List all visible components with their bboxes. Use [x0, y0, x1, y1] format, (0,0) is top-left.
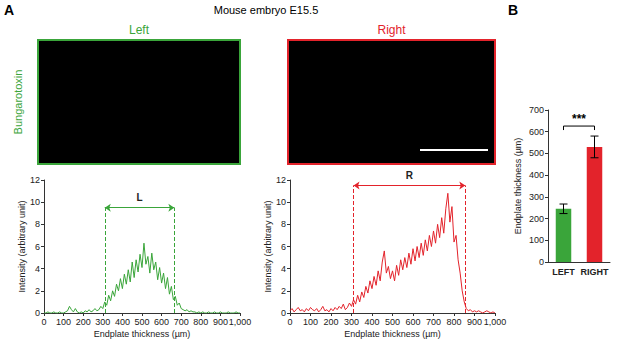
- svg-text:600: 600: [154, 317, 169, 327]
- svg-text:0: 0: [35, 308, 40, 318]
- svg-text:500: 500: [134, 317, 149, 327]
- svg-text:1,000: 1,000: [484, 317, 507, 327]
- svg-text:200: 200: [76, 317, 91, 327]
- svg-text:300: 300: [344, 317, 359, 327]
- svg-text:0: 0: [281, 308, 286, 318]
- svg-text:400: 400: [364, 317, 379, 327]
- svg-text:4: 4: [35, 264, 40, 274]
- svg-text:12: 12: [276, 175, 286, 185]
- svg-text:Intensity (arbitrary unit): Intensity (arbitrary unit): [17, 200, 27, 292]
- svg-text:400: 400: [529, 170, 544, 180]
- svg-text:Right: Right: [377, 23, 406, 37]
- svg-text:12: 12: [30, 175, 40, 185]
- svg-text:4: 4: [281, 264, 286, 274]
- svg-text:10: 10: [276, 197, 286, 207]
- svg-text:500: 500: [529, 148, 544, 158]
- svg-text:Intensity (arbitrary unit): Intensity (arbitrary unit): [263, 200, 273, 292]
- svg-text:1,000: 1,000: [229, 317, 252, 327]
- svg-text:700: 700: [174, 317, 189, 327]
- svg-text:100: 100: [529, 235, 544, 245]
- svg-text:10: 10: [30, 197, 40, 207]
- svg-text:Endplate thickness (µm): Endplate thickness (µm): [94, 329, 191, 339]
- svg-text:400: 400: [115, 317, 130, 327]
- svg-text:B: B: [508, 2, 518, 18]
- svg-text:6: 6: [35, 242, 40, 252]
- svg-text:900: 900: [467, 317, 482, 327]
- svg-text:Bungarotoxin: Bungarotoxin: [12, 70, 24, 135]
- svg-text:Endplate thickness (µm): Endplate thickness (µm): [344, 329, 441, 339]
- svg-text:700: 700: [529, 105, 544, 115]
- svg-text:200: 200: [529, 214, 544, 224]
- svg-text:300: 300: [95, 317, 110, 327]
- svg-text:Mouse embryo E15.5: Mouse embryo E15.5: [214, 4, 319, 16]
- svg-text:R: R: [406, 170, 414, 181]
- svg-text:***: ***: [572, 112, 586, 126]
- svg-text:100: 100: [56, 317, 71, 327]
- svg-text:2: 2: [35, 286, 40, 296]
- svg-text:0: 0: [41, 317, 46, 327]
- svg-text:200: 200: [323, 317, 338, 327]
- svg-text:700: 700: [426, 317, 441, 327]
- svg-text:8: 8: [281, 219, 286, 229]
- svg-text:500: 500: [385, 317, 400, 327]
- svg-text:2: 2: [281, 286, 286, 296]
- svg-text:6: 6: [281, 242, 286, 252]
- svg-text:0: 0: [287, 317, 292, 327]
- svg-text:600: 600: [405, 317, 420, 327]
- svg-text:LEFT: LEFT: [552, 267, 575, 277]
- svg-text:RIGHT: RIGHT: [581, 267, 610, 277]
- svg-text:0: 0: [539, 257, 544, 267]
- svg-text:600: 600: [529, 127, 544, 137]
- svg-text:Left: Left: [129, 23, 150, 37]
- svg-text:800: 800: [446, 317, 461, 327]
- svg-text:Endplate thickness (µm): Endplate thickness (µm): [513, 138, 523, 235]
- svg-text:L: L: [136, 192, 142, 203]
- svg-text:900: 900: [213, 317, 228, 327]
- svg-text:800: 800: [193, 317, 208, 327]
- svg-text:300: 300: [529, 192, 544, 202]
- svg-text:100: 100: [303, 317, 318, 327]
- svg-text:A: A: [4, 2, 14, 18]
- svg-text:8: 8: [35, 219, 40, 229]
